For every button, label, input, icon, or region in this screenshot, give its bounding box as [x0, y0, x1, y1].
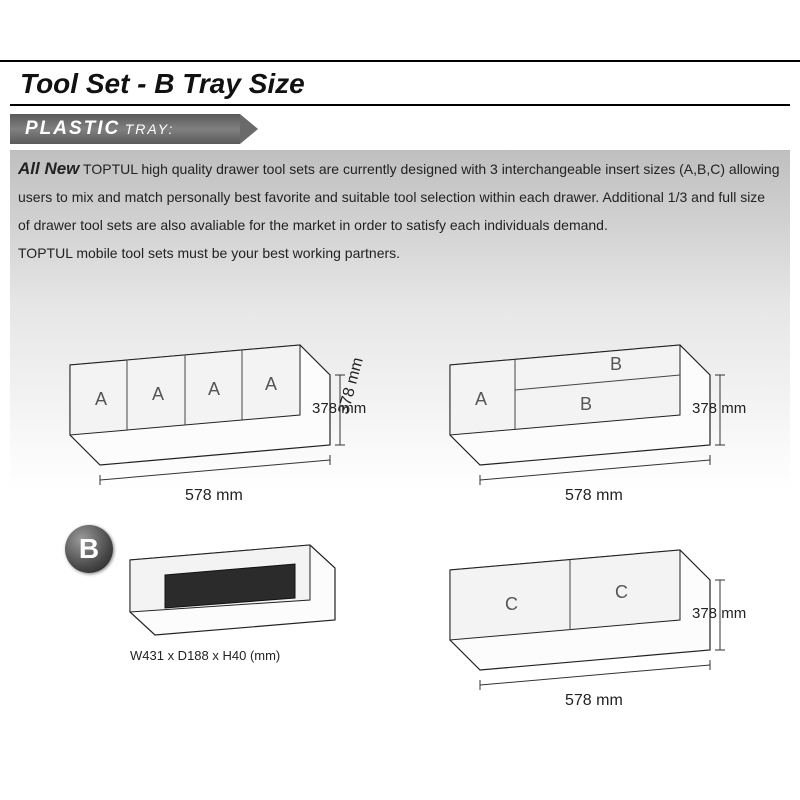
title-underline — [10, 104, 790, 106]
cell-a4: A — [265, 374, 277, 394]
cell-abb-b1: B — [610, 354, 622, 374]
tray-abb: A B B 578 mm 378 mm — [420, 315, 760, 505]
tail: TOPTUL mobile tool sets must be your bes… — [18, 245, 400, 261]
top-rule — [0, 60, 800, 62]
chip-big: PLASTIC — [25, 118, 120, 139]
cell-abb-a: A — [475, 389, 487, 409]
body: TOPTUL high quality drawer tool sets are… — [18, 161, 780, 233]
dim-h-1b: 378 mm — [312, 400, 366, 417]
badge-b: B — [65, 525, 113, 573]
dim-h-2: 378 mm — [692, 400, 746, 417]
chip-small: TRAY: — [125, 121, 175, 137]
cell-abb-b2: B — [580, 394, 592, 414]
dim-w-3: 578 mm — [565, 692, 623, 709]
cell-c2: C — [615, 582, 628, 602]
tray-b-single — [110, 520, 360, 660]
page-title: Tool Set - B Tray Size — [20, 68, 305, 100]
cell-a3: A — [208, 379, 220, 399]
dim-w-2: 578 mm — [565, 487, 623, 504]
dim-h-3: 378 mm — [692, 605, 746, 622]
chip-arrow-icon — [240, 114, 258, 144]
badge-dim: W431 x D188 x H40 (mm) — [130, 648, 280, 663]
cell-c1: C — [505, 594, 518, 614]
plastic-tray-chip: PLASTIC TRAY: — [10, 114, 240, 144]
cell-a1: A — [95, 389, 107, 409]
tray-aaaa: A A A A 578 mm 378 mm 378 mm — [40, 315, 370, 505]
description: All New TOPTUL high quality drawer tool … — [18, 155, 780, 267]
dim-w-1: 578 mm — [185, 487, 243, 504]
cell-a2: A — [152, 384, 164, 404]
lead: All New — [18, 159, 79, 178]
tray-cc: C C 578 mm 378 mm — [420, 520, 760, 710]
